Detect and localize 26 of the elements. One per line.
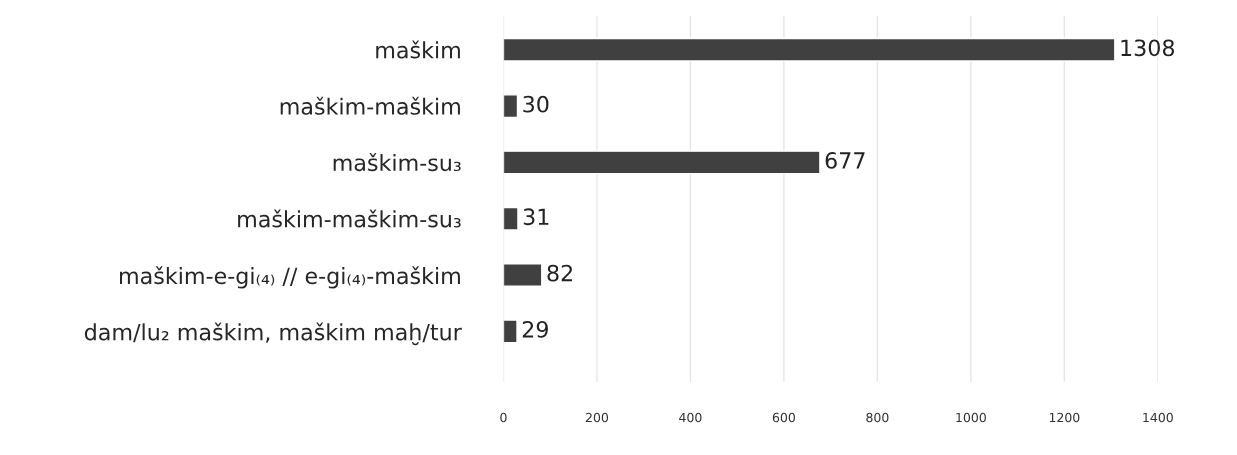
x-tick-label: 1200 [1049,412,1080,423]
y-tick-label: maškim-maškim-su₃ [238,209,461,228]
bar [503,263,543,287]
x-tick-label: 1000 [956,412,986,423]
bar [503,37,1116,62]
data-label: 31 [523,208,549,226]
bar [503,319,518,344]
bar [503,206,519,231]
data-label: 82 [547,264,572,282]
y-tick-label: maškim-su₃ [333,153,461,172]
y-tick-label: maškim-maškim [280,96,460,115]
data-label: 1308 [1121,39,1175,57]
data-label: 30 [523,95,549,113]
x-tick-label: 0 [500,412,507,423]
x-tick-label: 200 [585,412,609,423]
data-label: 29 [522,320,548,338]
y-tick-label: maškim [376,40,460,59]
y-tick-label: dam/lu₂ maškim, maškim maḫ/tur [84,322,462,346]
y-tick-label: maškim-e-gi₍₄₎ // e-gi₍₄₎-maškim [120,266,460,289]
x-tick-label: 1400 [1143,412,1173,423]
x-tick-label: 600 [772,412,795,423]
bar [503,150,821,175]
bar [503,94,519,119]
x-tick-label: 400 [679,412,702,423]
x-tick-label: 800 [866,412,889,423]
data-label: 677 [825,152,865,169]
